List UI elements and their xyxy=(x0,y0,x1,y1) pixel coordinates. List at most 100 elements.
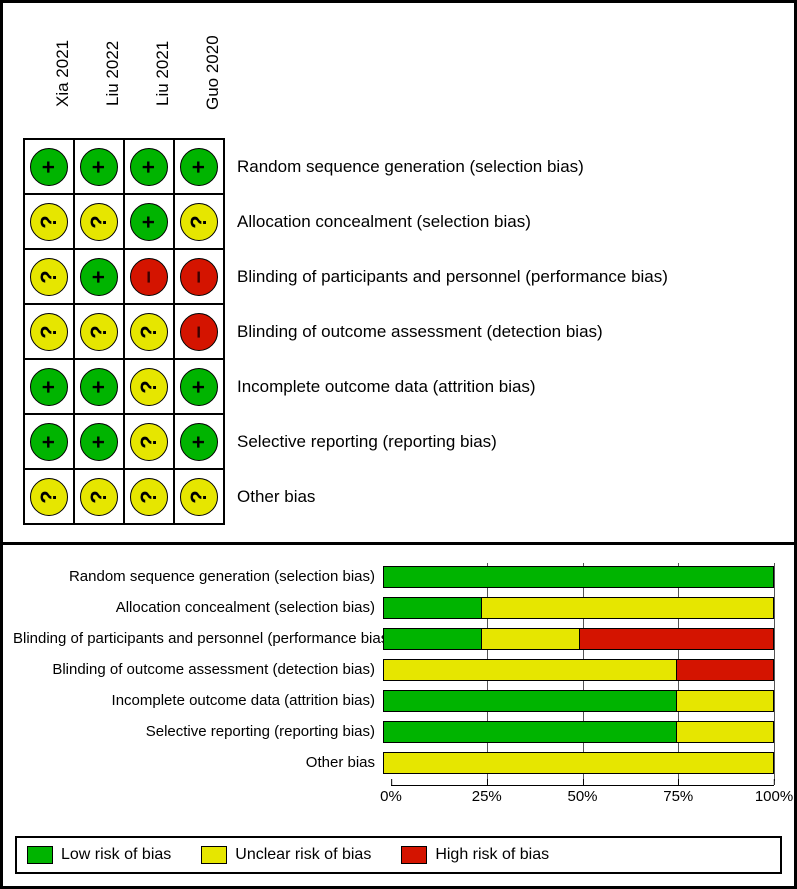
legend: Low risk of bias Unclear risk of bias Hi… xyxy=(15,836,782,874)
grid-cell: + xyxy=(24,414,74,469)
risk-grid: ++++Random sequence generation (selectio… xyxy=(23,138,670,525)
axis-tick: 0% xyxy=(380,780,402,797)
unclear-risk-icon: ? xyxy=(130,313,168,351)
grid-cell: + xyxy=(74,139,124,194)
bar-row-label: Incomplete outcome data (attrition bias) xyxy=(13,692,383,709)
x-axis: 0%25%50%75%100% xyxy=(391,785,774,815)
risk-of-bias-figure: Xia 2021 Liu 2022 Liu 2021 Guo 2020 ++++… xyxy=(0,0,797,889)
unclear-risk-icon: ? xyxy=(80,478,118,516)
domain-label: Allocation concealment (selection bias) xyxy=(224,194,669,249)
grid-cell: ? xyxy=(24,249,74,304)
grid-cell: ? xyxy=(24,304,74,359)
legend-label: Low risk of bias xyxy=(61,846,171,864)
bar-segment-low xyxy=(384,567,773,587)
grid-cell: + xyxy=(174,139,224,194)
bar-track xyxy=(383,566,774,588)
bar-track xyxy=(383,721,774,743)
grid-cell: ? xyxy=(24,194,74,249)
bar-track xyxy=(383,628,774,650)
grid-cell: ? xyxy=(124,304,174,359)
grid-cell: ? xyxy=(74,194,124,249)
bar-track xyxy=(383,597,774,619)
low-risk-icon: + xyxy=(80,258,118,296)
bar-row: Random sequence generation (selection bi… xyxy=(13,563,774,590)
bar-segment-unclear xyxy=(384,753,773,773)
bar-row: Blinding of participants and personnel (… xyxy=(13,625,774,652)
axis-tick-label: 100% xyxy=(755,788,793,805)
unclear-risk-icon: ? xyxy=(30,478,68,516)
bar-row-label: Blinding of participants and personnel (… xyxy=(13,630,383,647)
unclear-risk-icon: ? xyxy=(180,478,218,516)
grid-cell: − xyxy=(174,304,224,359)
high-risk-icon: − xyxy=(180,258,218,296)
bar-track xyxy=(383,690,774,712)
study-label: Guo 2020 xyxy=(173,13,223,133)
low-risk-icon: + xyxy=(30,148,68,186)
high-risk-icon: − xyxy=(180,313,218,351)
axis-tick: 100% xyxy=(755,780,793,797)
domain-label: Random sequence generation (selection bi… xyxy=(224,139,669,194)
unclear-risk-icon: ? xyxy=(130,423,168,461)
bar-row: Incomplete outcome data (attrition bias) xyxy=(13,687,774,714)
low-risk-icon: + xyxy=(30,368,68,406)
domain-label: Blinding of participants and personnel (… xyxy=(224,249,669,304)
bar-segment-unclear xyxy=(481,629,578,649)
unclear-risk-icon: ? xyxy=(30,258,68,296)
grid-cell: + xyxy=(74,414,124,469)
bar-row: Selective reporting (reporting bias) xyxy=(13,718,774,745)
domain-label: Selective reporting (reporting bias) xyxy=(224,414,669,469)
grid-cell: ? xyxy=(124,414,174,469)
low-risk-icon: + xyxy=(130,148,168,186)
grid-cell: − xyxy=(174,249,224,304)
axis-tick-label: 0% xyxy=(380,788,402,805)
domain-label: Incomplete outcome data (attrition bias) xyxy=(224,359,669,414)
gridline xyxy=(774,563,775,781)
bar-segment-high xyxy=(579,629,774,649)
low-risk-icon: + xyxy=(180,423,218,461)
bar-segment-low xyxy=(384,629,481,649)
grid-cell: ? xyxy=(124,359,174,414)
low-risk-icon: + xyxy=(180,148,218,186)
bar-row-label: Selective reporting (reporting bias) xyxy=(13,723,383,740)
bar-row-label: Blinding of outcome assessment (detectio… xyxy=(13,661,383,678)
bar-segment-high xyxy=(676,660,773,680)
grid-cell: + xyxy=(24,359,74,414)
grid-cell: + xyxy=(174,359,224,414)
swatch-high xyxy=(401,846,427,864)
axis-tick-label: 50% xyxy=(567,788,597,805)
legend-label: Unclear risk of bias xyxy=(235,846,371,864)
low-risk-icon: + xyxy=(30,423,68,461)
bar-row-label: Other bias xyxy=(13,754,383,771)
bar-segment-low xyxy=(384,691,676,711)
axis-tick: 75% xyxy=(663,780,693,797)
high-risk-icon: − xyxy=(130,258,168,296)
legend-label: High risk of bias xyxy=(435,846,549,864)
grid-cell: ? xyxy=(24,469,74,524)
bar-track xyxy=(383,659,774,681)
grid-cell: + xyxy=(124,139,174,194)
study-label: Liu 2022 xyxy=(73,13,123,133)
unclear-risk-icon: ? xyxy=(80,203,118,241)
axis-tick: 25% xyxy=(472,780,502,797)
grid-cell: + xyxy=(74,249,124,304)
grid-cell: ? xyxy=(74,469,124,524)
domain-label: Blinding of outcome assessment (detectio… xyxy=(224,304,669,359)
low-risk-icon: + xyxy=(180,368,218,406)
grid-cell: ? xyxy=(174,469,224,524)
bar-row: Allocation concealment (selection bias) xyxy=(13,594,774,621)
low-risk-icon: + xyxy=(130,203,168,241)
grid-cell: + xyxy=(124,194,174,249)
legend-item-low: Low risk of bias xyxy=(27,846,171,864)
bar-row: Other bias xyxy=(13,749,774,776)
grid-cell: − xyxy=(124,249,174,304)
grid-cell: + xyxy=(74,359,124,414)
legend-item-high: High risk of bias xyxy=(401,846,549,864)
grid-cell: ? xyxy=(124,469,174,524)
legend-item-unclear: Unclear risk of bias xyxy=(201,846,371,864)
bar-segment-unclear xyxy=(384,660,676,680)
unclear-risk-icon: ? xyxy=(30,313,68,351)
grid-cell: ? xyxy=(74,304,124,359)
grid-cell: ? xyxy=(174,194,224,249)
low-risk-icon: + xyxy=(80,148,118,186)
bar-segment-unclear xyxy=(676,722,773,742)
